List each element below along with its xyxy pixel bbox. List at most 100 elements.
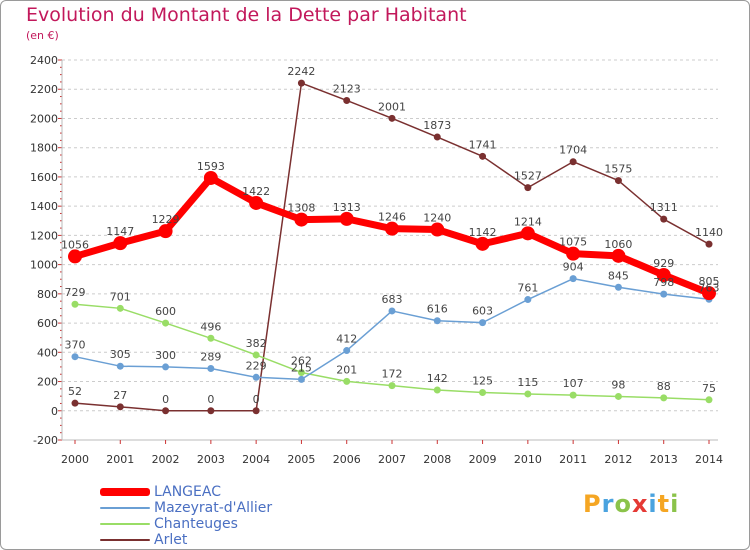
data-label: 1140 [695, 226, 723, 239]
x-tick-label: 2009 [469, 453, 497, 466]
x-tick-label: 2012 [604, 453, 632, 466]
axes: -200020040060080010001200140016001800200… [30, 54, 723, 466]
data-label: 2242 [287, 65, 315, 78]
logo-letter: o [614, 490, 632, 518]
data-point [430, 222, 445, 237]
data-label: 1075 [559, 236, 587, 249]
legend-item: Arlet [100, 532, 272, 548]
data-label: 75 [702, 382, 716, 395]
data-point [388, 114, 396, 122]
legend-label: Chanteuges [154, 516, 238, 532]
legend-swatch [100, 488, 150, 496]
data-point [252, 407, 260, 415]
data-point [71, 353, 79, 361]
data-label: 1575 [604, 163, 632, 176]
y-tick-label: 0 [51, 405, 58, 418]
data-point [162, 319, 170, 327]
y-tick-label: 2000 [30, 112, 58, 125]
legend-item: LANGEAC [100, 484, 272, 500]
x-tick-label: 2006 [333, 453, 361, 466]
legend-swatch [100, 539, 150, 541]
x-tick-label: 2003 [197, 453, 225, 466]
data-point [660, 215, 668, 223]
data-label: 701 [110, 290, 131, 303]
data-label: 107 [563, 377, 584, 390]
data-label: 125 [472, 375, 493, 388]
data-point [569, 391, 577, 399]
series-group [68, 79, 716, 415]
data-label: 0 [207, 393, 214, 406]
data-label: 0 [253, 393, 260, 406]
data-labels: 1056 1147 1229 1593 1422 1308 1313 1246 1240 1142… [61, 65, 723, 406]
data-label: 1214 [514, 215, 542, 228]
data-label: 52 [68, 385, 82, 398]
data-label: 616 [427, 303, 448, 316]
x-tick-label: 2014 [695, 453, 723, 466]
data-label: 215 [291, 361, 312, 374]
data-label: 763 [699, 281, 720, 294]
data-point [339, 211, 354, 226]
data-label: 1313 [333, 201, 361, 214]
logo-letter: r [601, 490, 615, 518]
data-point [520, 226, 535, 241]
data-point [433, 317, 441, 325]
data-point [705, 396, 713, 404]
x-tick-label: 2011 [559, 453, 587, 466]
y-tick-label: 200 [37, 376, 58, 389]
data-label: 683 [382, 293, 403, 306]
data-label: 382 [246, 337, 267, 350]
data-label: 27 [113, 389, 127, 402]
legend: LANGEAC Mazeyrat-d'Allier Chanteuges Arlet [100, 484, 272, 548]
data-label: 2123 [333, 82, 361, 95]
data-point [116, 362, 124, 370]
data-label: 2001 [378, 100, 406, 113]
data-point [479, 389, 487, 396]
data-label: 729 [65, 286, 86, 299]
data-point [158, 224, 173, 239]
data-label: 496 [200, 320, 221, 333]
legend-label: Mazeyrat-d'Allier [154, 500, 273, 516]
data-label: 1056 [61, 238, 89, 251]
data-label: 98 [611, 378, 625, 391]
x-tick-label: 2010 [514, 453, 542, 466]
data-point [297, 375, 305, 383]
data-point [433, 133, 441, 141]
logo-letter: i [670, 490, 680, 518]
data-label: 1308 [287, 202, 315, 215]
logo-letter: P [583, 490, 602, 518]
data-point [611, 248, 626, 263]
data-label: 0 [162, 393, 169, 406]
data-label: 1147 [106, 225, 134, 238]
legend-swatch [100, 507, 150, 509]
data-label: 1873 [423, 119, 451, 132]
data-label: 798 [653, 276, 674, 289]
data-point [207, 407, 215, 415]
data-point [252, 373, 260, 381]
chart-subtitle: (en €) [26, 29, 59, 42]
data-label: 1246 [378, 211, 406, 224]
data-label: 370 [65, 339, 86, 352]
data-point [524, 296, 532, 304]
data-point [249, 195, 264, 210]
data-label: 305 [110, 348, 131, 361]
data-label: 201 [336, 363, 357, 376]
y-tick-label: -200 [33, 434, 58, 447]
logo-letter: x [631, 490, 649, 518]
data-point [388, 307, 396, 315]
data-point [660, 394, 668, 402]
data-label: 1422 [242, 185, 270, 198]
x-tick-label: 2002 [152, 453, 180, 466]
data-label: 845 [608, 269, 629, 282]
x-tick-label: 2005 [287, 453, 315, 466]
logo-letter: t [657, 490, 671, 518]
data-point [68, 249, 82, 264]
data-label: 300 [155, 349, 176, 362]
data-point [702, 286, 716, 301]
data-point [433, 386, 441, 394]
data-point [294, 212, 309, 227]
data-label: 262 [291, 354, 312, 367]
data-point [705, 240, 713, 248]
data-point [71, 399, 79, 407]
data-point [614, 392, 622, 400]
x-tick-label: 2001 [106, 453, 134, 466]
